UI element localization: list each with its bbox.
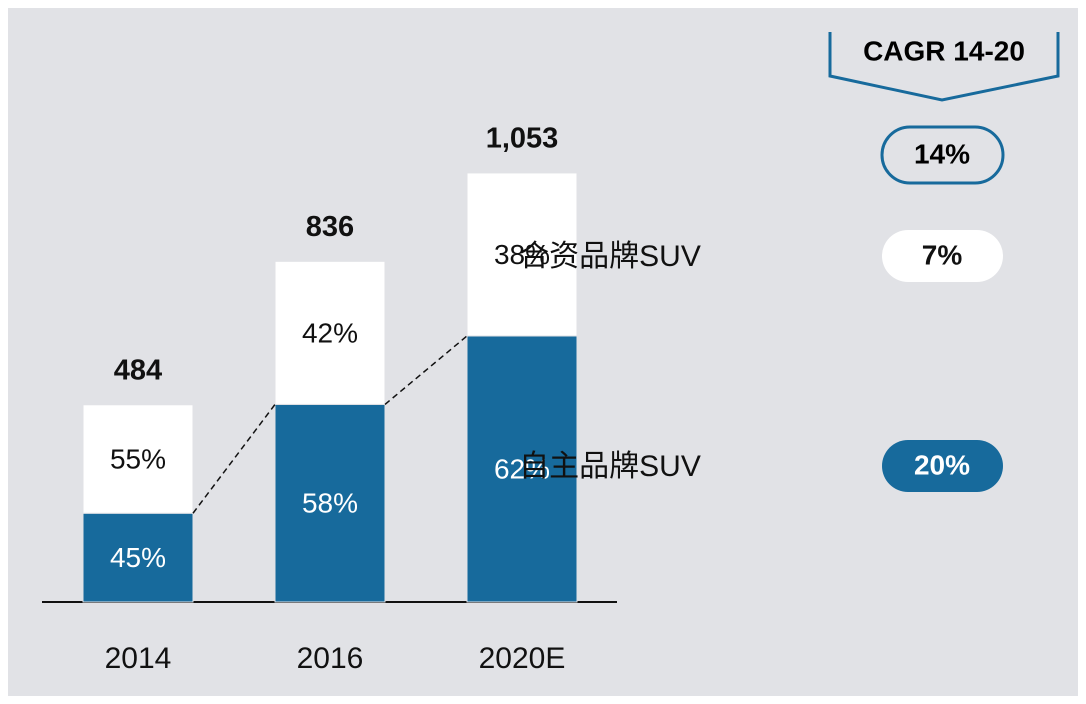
bar-segment [274,260,386,405]
x-tick-label: 2016 [297,642,364,675]
legend-label: 合资品牌SUV [519,240,701,273]
cagr-label: 20% [914,449,970,480]
segment-label: 42% [302,317,358,348]
segment-label: 55% [110,443,166,474]
segment-label: 45% [110,542,166,573]
segment-label: 38% [494,239,550,270]
bar-segment [466,335,578,603]
connector [384,335,468,405]
cagr-total-pill [880,125,1005,185]
total-label: 484 [114,354,162,386]
cagr-bracket [828,32,1060,102]
cagr-total: 14% [914,138,970,169]
cagr-pill [882,230,1003,282]
cagr-pill [882,440,1003,492]
segment-label: 62% [494,453,550,484]
cagr-title: CAGR 14-20 [863,35,1025,66]
legend-label: 自主品牌SUV [519,450,701,483]
bar-segment [82,404,194,514]
connector [192,403,276,514]
bar-segment [274,403,386,603]
x-tick-label: 2020E [479,642,566,675]
total-label: 836 [306,211,354,243]
x-tick-label: 2014 [105,642,172,675]
cagr-label: 7% [922,239,963,270]
segment-label: 58% [302,488,358,519]
bar-segment [466,172,578,337]
total-label: 1,053 [486,123,559,155]
